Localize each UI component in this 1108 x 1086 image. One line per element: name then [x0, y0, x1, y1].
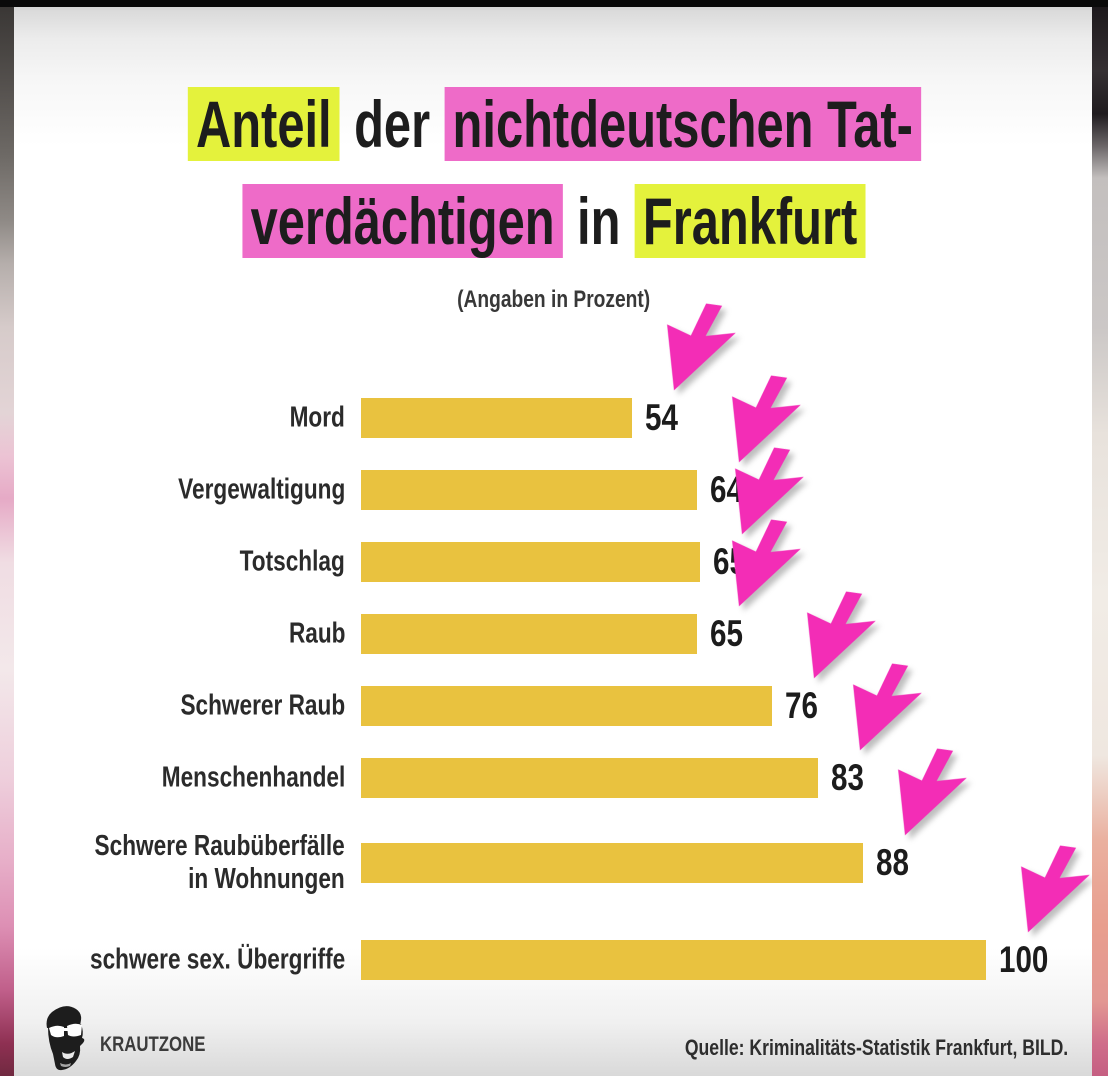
pointer-arrow-icon — [803, 587, 884, 685]
category-label: Vergewaltigung — [177, 473, 345, 506]
title-segment-highlighted: verdächtigen — [242, 184, 563, 258]
pointer-arrow-icon — [1017, 841, 1098, 939]
title-segment-highlighted: Frankfurt — [634, 184, 866, 258]
chart-title-text: verdächtigen in Frankfurt — [242, 183, 866, 259]
category-label: Mord — [289, 401, 345, 434]
top-letterbox-bar — [0, 0, 1108, 7]
brand-logo: KRAUTZONE — [38, 1003, 232, 1071]
value-label: 100 — [999, 939, 1049, 980]
pointer-arrow-icon — [728, 371, 809, 469]
krautzone-face-icon — [46, 1006, 85, 1071]
value-bar — [361, 398, 632, 438]
chart-title-text: Anteil der nichtdeutschen Tat- — [187, 86, 921, 162]
value-bar — [361, 686, 772, 726]
category-label: Menschenhandel — [161, 761, 345, 794]
value-bar — [361, 940, 986, 980]
value-bar — [361, 542, 700, 582]
value-label: 54 — [645, 397, 678, 438]
category-label: Totschlag — [239, 545, 345, 578]
title-segment: in — [563, 184, 635, 258]
title-segment-highlighted: Anteil — [187, 87, 340, 161]
pointer-arrow-icon — [849, 659, 930, 757]
value-label: 76 — [785, 685, 818, 726]
chart-title-line-2: verdächtigen in Frankfurt — [0, 183, 1108, 259]
pointer-arrow-icon — [894, 744, 975, 842]
category-label: Raub — [288, 617, 345, 650]
category-label: Schwerer Raub — [180, 689, 345, 722]
pointer-arrow-icon — [728, 515, 809, 613]
right-background-strip — [1092, 7, 1108, 1076]
left-background-strip — [0, 7, 14, 1076]
value-bar — [361, 614, 697, 654]
value-bar — [361, 758, 818, 798]
category-label: schwere sex. Übergriffe — [89, 943, 345, 976]
pointer-arrow-icon — [731, 443, 812, 541]
value-label: 83 — [831, 757, 864, 798]
title-segment: der — [340, 87, 444, 161]
brand-name: KRAUTZONE — [100, 1033, 206, 1056]
value-label: 88 — [876, 842, 909, 883]
chart-subtitle: (Angaben in Prozent) — [0, 286, 1108, 314]
value-label: 65 — [710, 613, 743, 654]
category-label: Schwere Raubüberfälle in Wohnungen — [94, 830, 345, 895]
value-bar — [361, 470, 697, 510]
source-caption: Quelle: Kriminalitäts-Statistik Frankfur… — [684, 1035, 1068, 1060]
value-bar — [361, 843, 863, 883]
chart-subtitle-text: (Angaben in Prozent) — [457, 286, 651, 313]
chart-title-line-1: Anteil der nichtdeutschen Tat- — [0, 86, 1108, 162]
pointer-arrow-icon — [663, 299, 744, 397]
title-segment-highlighted: nichtdeutschen Tat- — [443, 87, 921, 161]
